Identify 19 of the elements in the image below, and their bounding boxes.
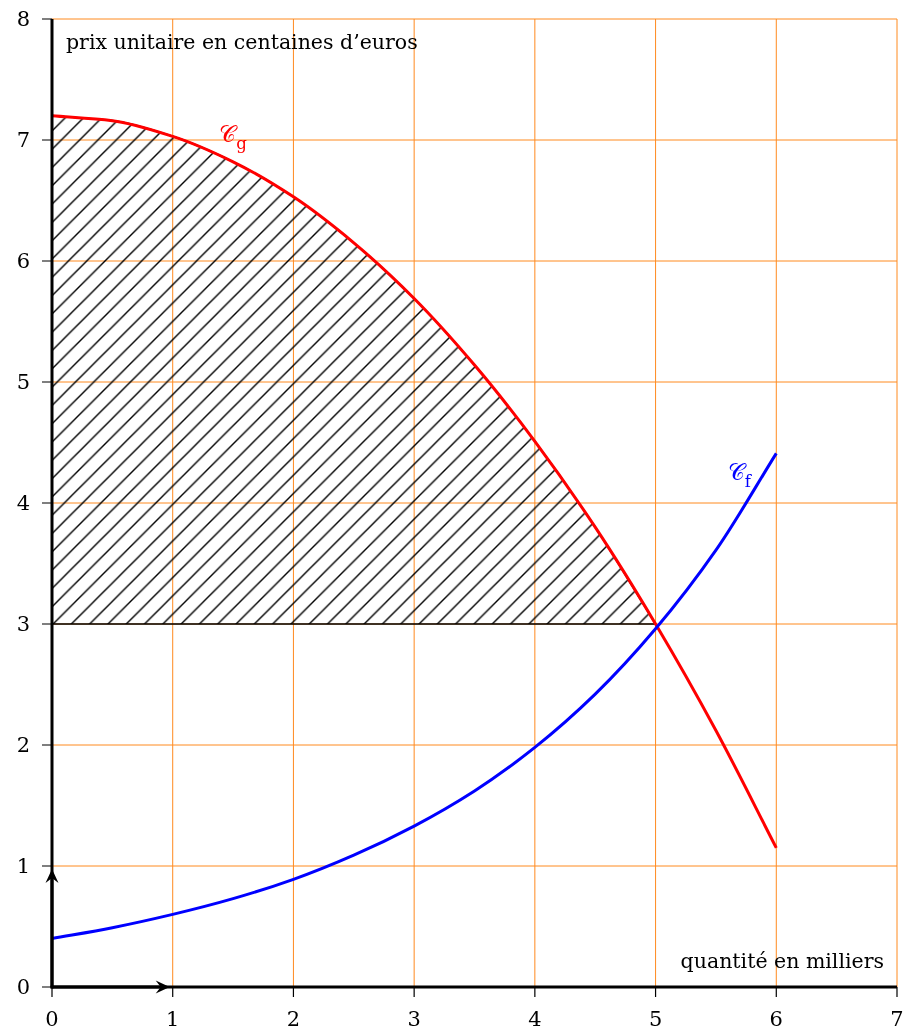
y-tick-label: 6 — [16, 249, 30, 273]
x-tick-label: 4 — [528, 1007, 542, 1031]
y-tick-label: 2 — [16, 733, 30, 757]
y-tick-label: 4 — [16, 491, 30, 515]
series-label: 𝒞$_{f}$ — [727, 459, 753, 492]
y-tick-label: 5 — [16, 370, 30, 394]
x-tick-label: 1 — [166, 1007, 180, 1031]
y-tick-label: 0 — [16, 975, 30, 999]
x-tick-label: 7 — [890, 1007, 904, 1031]
series-label: 𝒞$_{g}$ — [219, 120, 248, 153]
y-tick-label: 3 — [16, 612, 30, 636]
x-tick-label: 3 — [407, 1007, 421, 1031]
y-tick-label: 7 — [16, 128, 30, 152]
x-tick-label: 0 — [45, 1007, 59, 1031]
x-tick-label: 6 — [769, 1007, 783, 1031]
x-tick-label: 5 — [648, 1007, 663, 1031]
y-tick-label: 8 — [16, 7, 30, 31]
y-tick-label: 1 — [16, 854, 30, 878]
x-tick-label: 2 — [286, 1007, 301, 1031]
